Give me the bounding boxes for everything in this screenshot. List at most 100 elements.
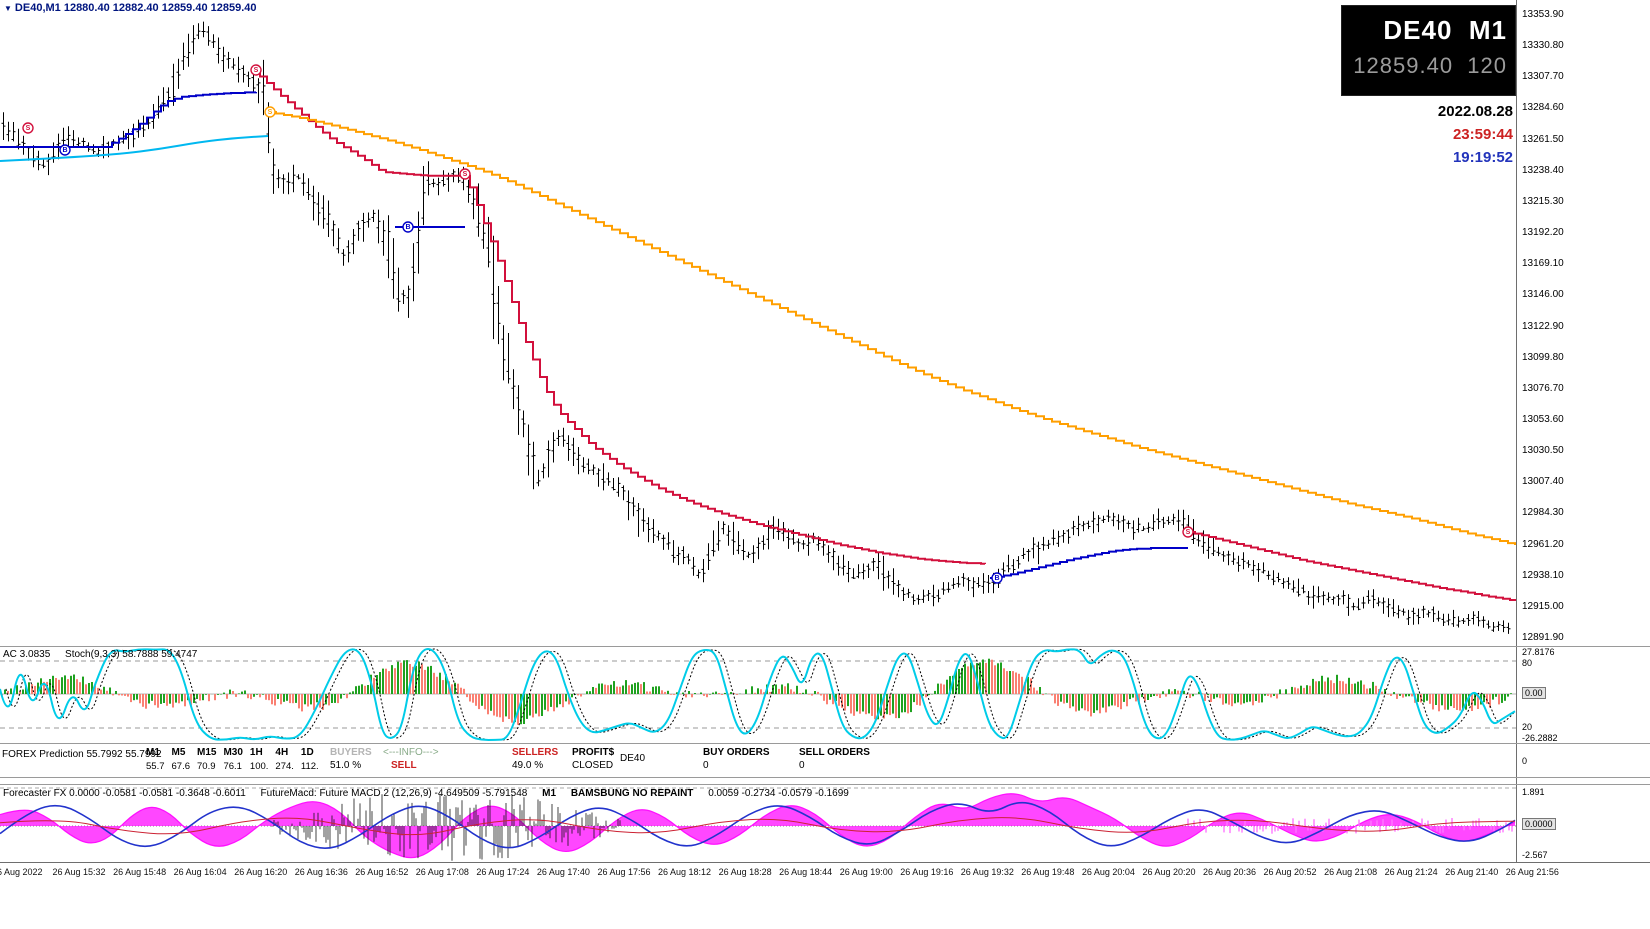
price-axis-label: 13146.00 (1522, 289, 1564, 301)
sell-signal-marker: S (22, 122, 34, 134)
time-axis-label: 26 Aug 17:40 (536, 867, 590, 877)
info-block: <---INFO---> SELL (383, 746, 439, 772)
price-axis-label: 13169.10 (1522, 258, 1564, 270)
panel-separator[interactable] (0, 743, 1650, 744)
macd-axis-bottom: -2.567 (1522, 850, 1548, 860)
time-axis-label: 26 Aug 20:20 (1142, 867, 1196, 877)
sell-orders-block: SELL ORDERS 0 (799, 746, 870, 772)
main-chart-canvas[interactable]: S B S S B S B S (0, 0, 1516, 646)
macd-axis-top: 1.891 (1522, 787, 1545, 797)
time-axis-label: 26 Aug 17:08 (415, 867, 469, 877)
macd-panel-canvas[interactable] (0, 786, 1516, 862)
server-time-label: 23:59:44 (1452, 126, 1513, 143)
macd-blue-line (0, 801, 1516, 849)
macd-magenta-area (0, 793, 1515, 858)
price-axis[interactable]: 27.8176 80 0.00 20 -26.2882 0 1.891 0.00… (1516, 0, 1650, 862)
time-axis-label: 26 Aug 19:16 (900, 867, 954, 877)
price-axis-label: 12915.00 (1522, 600, 1564, 612)
macd-magenta-line (0, 793, 1516, 859)
time-axis-label: 26 Aug 19:00 (839, 867, 893, 877)
clock-block: 2022.08.28 23:59:44 19:19:52 (1341, 100, 1513, 169)
time-axis-label: 26 Aug 19:48 (1021, 867, 1075, 877)
panel-separator[interactable] (0, 777, 1650, 778)
cyan-ma-line (0, 135, 269, 162)
time-axis-label: 26 Aug 18:12 (658, 867, 712, 877)
timeframe-strength-item: M30 76.1 (223, 746, 242, 773)
candles-group (1, 21, 1511, 634)
timeframe-strength-item: 1H 100. (250, 746, 269, 773)
time-axis-label: 26 Aug 17:24 (476, 867, 530, 877)
time-axis-label: 26 Aug 15:48 (113, 867, 167, 877)
time-axis-label: 26 Aug 16:52 (355, 867, 409, 877)
buy-orders-value: 0 (703, 760, 709, 771)
price-axis-label: 13192.20 (1522, 227, 1564, 238)
timeframe-label: M15 (197, 747, 217, 758)
sell-orders-label: SELL ORDERS (799, 747, 870, 758)
timeframe-strength-item: M15 70.9 (197, 746, 216, 773)
price-axis-label: 13353.90 (1522, 9, 1564, 20)
stoch-zero-badge: 0.00 (1522, 687, 1546, 699)
price-axis-label: 13053.60 (1522, 413, 1564, 425)
timeframe-label: M5 (171, 747, 186, 758)
quote-price-spread: 12859.40 120 (1353, 53, 1507, 78)
price-axis-label: 13238.40 (1522, 164, 1564, 176)
macd-panel-svg (0, 787, 1516, 861)
price-axis-label: 12891.90 (1522, 632, 1564, 643)
stochastic-panel-canvas[interactable] (0, 647, 1516, 743)
timeframe-value: 112. (300, 761, 319, 772)
time-axis-label: 26 Aug 2022 (0, 867, 43, 877)
price-axis-label: 13307.70 (1522, 71, 1564, 83)
date-label: 2022.08.28 (1437, 103, 1513, 120)
main-chart-svg: S B S S B S B S (0, 21, 1516, 634)
svg-text:S: S (1186, 529, 1191, 536)
profit-block: PROFIT$ CLOSED (572, 746, 614, 772)
price-axis-label: 13076.70 (1522, 382, 1564, 394)
buyers-label: BUYERS (330, 747, 372, 758)
stoch-level-high: 80 (1522, 658, 1533, 668)
time-axis-label: 26 Aug 20:52 (1263, 867, 1317, 877)
timeframe-label: 1D (300, 747, 314, 758)
info-label: <---INFO---> (383, 747, 439, 758)
price-axis-label: 12938.10 (1522, 569, 1564, 581)
svg-text:S: S (254, 67, 259, 74)
time-axis-label: 26 Aug 17:56 (597, 867, 651, 877)
quote-symbol-timeframe: DE40 M1 (1383, 15, 1507, 45)
price-axis-label: 13261.50 (1522, 133, 1564, 145)
timeframe-label: 4H (275, 747, 289, 758)
sellers-label: SELLERS (512, 747, 559, 758)
stoch-signal-line (5, 648, 1516, 741)
timeframe-strength-item: 4H 274. (275, 746, 294, 773)
timeframe-value: 274. (275, 761, 294, 772)
panel-separator[interactable] (0, 646, 1650, 647)
time-axis-label: 26 Aug 16:20 (234, 867, 288, 877)
price-axis-label: 13215.30 (1522, 195, 1564, 207)
orange-trend-line (268, 111, 1516, 545)
timeframe-label: M1 (146, 747, 160, 758)
timeframe-value: 67.6 (171, 761, 191, 772)
stoch-panel-svg (0, 647, 1516, 742)
time-axis-label: 26 Aug 20:04 (1081, 867, 1135, 877)
time-axis-label: 26 Aug 21:56 (1505, 867, 1559, 877)
time-axis[interactable]: 26 Aug 2022 26 Aug 15:32 26 Aug 15:48 26 Au… (0, 863, 1650, 883)
stoch-level-low: 20 (1522, 722, 1533, 732)
macd-black-histogram (271, 794, 621, 861)
sellers-block: SELLERS 49.0 % (512, 746, 558, 772)
macd-pink-histogram (1187, 818, 1513, 834)
red-trend-line (253, 69, 986, 565)
price-axis-label: 12984.30 (1522, 507, 1564, 519)
ac-histogram (1, 658, 1512, 725)
timeframe-strength-item: M5 67.6 (172, 746, 191, 773)
chart-symbol-icon: ▼ (4, 3, 12, 13)
price-axis-label: 13007.40 (1522, 476, 1564, 488)
timeframe-value: 76.1 (223, 761, 242, 772)
panel-separator[interactable] (0, 784, 1650, 785)
stoch-main-line (0, 647, 1516, 742)
time-axis-label: 26 Aug 20:36 (1203, 867, 1257, 877)
time-axis-label: 26 Aug 18:44 (779, 867, 833, 877)
price-axis-label: 13122.90 (1522, 320, 1564, 332)
time-axis-separator (0, 862, 1650, 863)
time-axis-label: 26 Aug 16:04 (173, 867, 227, 877)
svg-text:S: S (26, 125, 31, 132)
sell-signal-marker: S (264, 106, 276, 118)
